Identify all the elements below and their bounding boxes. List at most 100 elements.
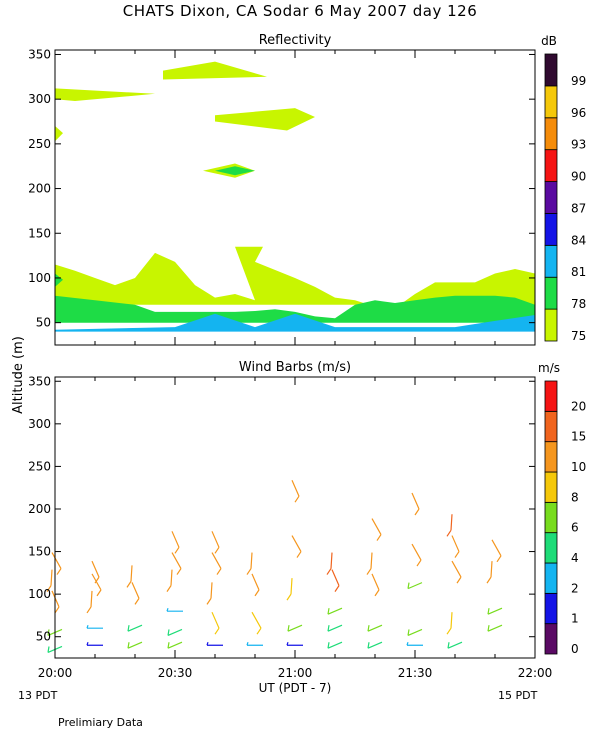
contour-region-75db — [55, 126, 63, 142]
wind-barb — [211, 531, 220, 554]
wind-barb — [487, 607, 503, 615]
colorbar-swatch — [544, 181, 558, 214]
wind-barb — [407, 582, 423, 590]
wind-barb-shaft — [367, 624, 383, 632]
main-title: CHATS Dixon, CA Sodar 6 May 2007 day 126 — [122, 2, 478, 20]
contour-region-81db — [55, 313, 535, 332]
wind-barb — [131, 582, 140, 605]
colorbar-unit-db: dB — [541, 34, 557, 48]
y-tick-label: 150 — [28, 226, 51, 240]
wind-barb — [167, 641, 183, 649]
wind-barb-shaft — [46, 569, 53, 592]
wind-barb — [51, 552, 62, 575]
wind-barb-shaft — [491, 539, 502, 563]
wind-barb — [411, 492, 420, 516]
y-tick-label: 350 — [28, 47, 51, 61]
wind-barb-shaft — [487, 607, 503, 615]
y-tick-label: 300 — [28, 92, 51, 106]
y-tick-label: 200 — [28, 182, 51, 196]
preliminary-data-note: Prelimiary Data — [58, 716, 143, 729]
colorbar-label: 84 — [571, 233, 586, 247]
contour-region-78db — [55, 273, 63, 287]
colorbar-label: 4 — [571, 551, 579, 565]
reflectivity-contours — [55, 61, 535, 332]
wind-barb-shaft — [206, 642, 223, 646]
colorbar-swatch — [544, 53, 558, 87]
colorbar-label: 81 — [571, 265, 586, 279]
wind-barb-shaft — [86, 625, 103, 629]
wind-barb — [446, 514, 453, 537]
wind-barb — [411, 543, 422, 567]
wind-barbs-title: Wind Barbs (m/s) — [238, 360, 352, 375]
wind-barb-shaft — [286, 578, 293, 601]
colorbar-label: 1 — [571, 612, 579, 626]
wind-barb — [291, 479, 300, 503]
wind-barb-shaft — [211, 531, 220, 554]
y-tick-label: 50 — [36, 630, 51, 644]
contour-region-78db — [55, 295, 535, 323]
wind-barb-shaft — [451, 560, 462, 584]
wind-barb-shaft — [246, 642, 263, 646]
wind-barb — [206, 642, 223, 646]
y-tick-label: 150 — [28, 545, 51, 559]
wind-barb — [251, 611, 262, 635]
wind-barb — [371, 518, 382, 541]
x-tick-label: 20:30 — [158, 666, 193, 680]
x-tick-label: 22:00 — [518, 666, 553, 680]
wind-barb — [367, 641, 383, 649]
wind-barb-shaft — [246, 552, 253, 575]
y-tick-label: 250 — [28, 137, 51, 151]
wind-barb-shaft — [326, 552, 333, 575]
wind-barb — [487, 624, 503, 632]
wind-barb-shaft — [447, 641, 463, 649]
contour-region-78db — [215, 166, 255, 176]
wind-barb — [406, 642, 423, 646]
wind-barb-shaft — [331, 569, 340, 592]
wind-barb-shaft — [211, 611, 220, 635]
wind-barb — [286, 642, 303, 646]
colorbar-label: 99 — [571, 74, 586, 88]
y-tick-label: 100 — [28, 587, 51, 601]
colorbar-swatch — [544, 149, 558, 182]
wind-barb — [91, 573, 102, 597]
contour-region-75db — [55, 246, 535, 309]
wind-barb — [86, 642, 103, 646]
wind-barb-shaft — [127, 641, 143, 649]
wind-barb — [167, 628, 183, 637]
colorbar-unit-ms: m/s — [538, 361, 560, 375]
wind-barb — [126, 565, 133, 588]
wind-barb — [246, 552, 253, 575]
colorbar-label: 75 — [571, 329, 586, 343]
wind-barb-shaft — [251, 573, 260, 597]
wind-barb-shaft — [411, 492, 420, 516]
colorbar-label: 6 — [571, 521, 579, 535]
wind-barb-shaft — [446, 612, 453, 635]
colorbar-label: 15 — [571, 430, 586, 444]
wind-barb-shaft — [171, 531, 180, 554]
colorbar-swatch — [544, 308, 558, 342]
colorbar-swatch — [544, 117, 558, 151]
wind-barb — [327, 607, 343, 615]
wind-barb-shaft — [86, 642, 103, 646]
wind-barb — [91, 560, 100, 584]
wind-barb — [251, 573, 260, 597]
wind-barb — [211, 552, 222, 575]
wind-barb-shaft — [291, 535, 302, 558]
colorbar-label: 96 — [571, 106, 586, 120]
colorbar-swatch — [544, 623, 558, 655]
y-tick-label: 250 — [28, 459, 51, 473]
wind-barb — [246, 642, 263, 646]
wind-barb-shaft — [367, 641, 383, 649]
wind-frame — [54, 376, 536, 659]
colorbar-swatch — [544, 410, 558, 443]
y-tick-label: 200 — [28, 502, 51, 516]
wind-barb-shaft — [167, 628, 183, 637]
wind-barb-shaft — [211, 552, 222, 575]
wind-barb — [171, 531, 180, 554]
wind-barb — [327, 624, 343, 632]
wind-barb — [291, 535, 302, 558]
wind-barb-shaft — [166, 607, 183, 612]
colorbar-label: 0 — [571, 642, 579, 656]
wind-barb — [327, 641, 343, 649]
